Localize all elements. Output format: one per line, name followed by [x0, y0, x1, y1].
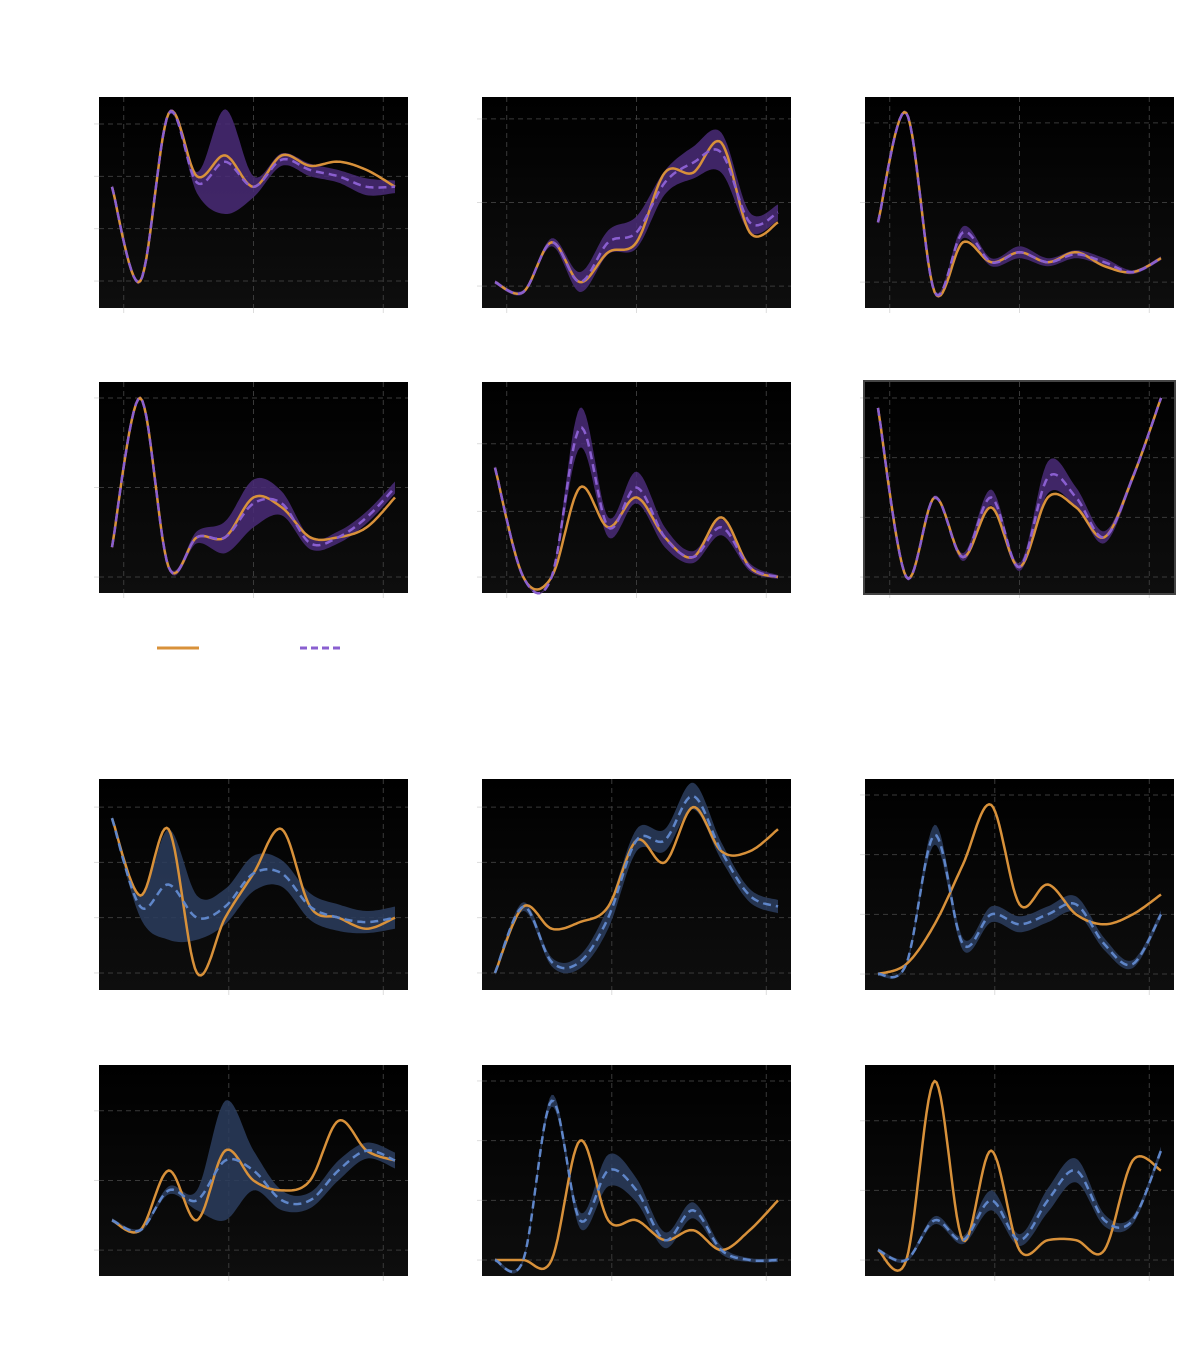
prediction-line	[494, 148, 779, 295]
prediction-line	[877, 1150, 1163, 1263]
panel-4	[94, 382, 408, 598]
truth-line	[877, 1079, 1162, 1272]
panel-5	[477, 382, 791, 598]
prediction-line	[876, 397, 1163, 580]
prediction-line	[493, 794, 779, 974]
panel-2	[477, 97, 791, 313]
uncertainty-band	[878, 1146, 1161, 1263]
panel-7	[94, 779, 408, 995]
panel-1	[94, 97, 408, 313]
uncertainty-band	[112, 816, 395, 943]
panel-8	[477, 779, 791, 995]
panel-10	[94, 1065, 408, 1281]
uncertainty-band	[495, 407, 778, 595]
truth-line	[494, 139, 779, 295]
prediction-line	[877, 833, 1163, 979]
panel-6	[860, 380, 1176, 598]
prediction-line	[493, 426, 779, 595]
prediction-line	[876, 110, 1162, 297]
panel-9	[860, 779, 1174, 995]
truth-line	[494, 1139, 779, 1271]
uncertainty-band	[112, 109, 395, 285]
uncertainty-band	[112, 1100, 395, 1234]
truth-line	[877, 803, 1162, 976]
panel-background	[482, 1065, 791, 1276]
panel-background	[865, 779, 1174, 990]
panel-12	[860, 1065, 1174, 1281]
prediction-line	[110, 110, 396, 284]
truth-line	[110, 396, 396, 575]
truth-line	[111, 1118, 396, 1234]
truth-line	[493, 467, 779, 591]
prediction-line	[111, 1149, 396, 1233]
panel-11	[477, 1065, 791, 1281]
highlight-border	[863, 380, 1176, 595]
panels	[94, 97, 1176, 1281]
prediction-line	[494, 1099, 779, 1274]
panel-3	[860, 97, 1174, 313]
prediction-line	[110, 817, 396, 924]
uncertainty-band	[112, 396, 395, 576]
